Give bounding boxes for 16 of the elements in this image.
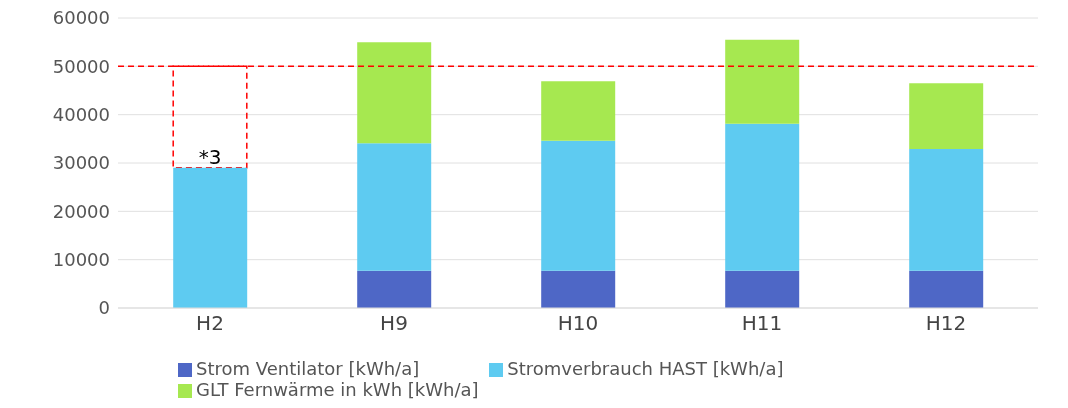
annotation: *3: [198, 144, 222, 169]
legend-label: Stromverbrauch HAST [kWh/a]: [507, 358, 784, 379]
x-tick-label: H2: [196, 311, 224, 336]
y-tick-label: 50000: [52, 55, 110, 77]
y-tick-label: 0: [98, 297, 110, 319]
x-tick-label: H9: [380, 311, 408, 336]
y-tick-label: 30000: [52, 152, 110, 174]
y-tick-label: 60000: [52, 7, 110, 29]
x-tick-label: H11: [741, 311, 783, 336]
y-tick-label: 40000: [52, 104, 110, 126]
x-tick-label: H10: [557, 311, 599, 336]
legend-label: GLT Fernwärme in kWh [kWh/a]: [196, 379, 479, 400]
y-tick-label: 10000: [52, 249, 110, 271]
y-tick-label: 20000: [52, 200, 110, 222]
x-tick-label: H12: [925, 311, 967, 336]
legend-label: Strom Ventilator [kWh/a]: [196, 358, 420, 379]
